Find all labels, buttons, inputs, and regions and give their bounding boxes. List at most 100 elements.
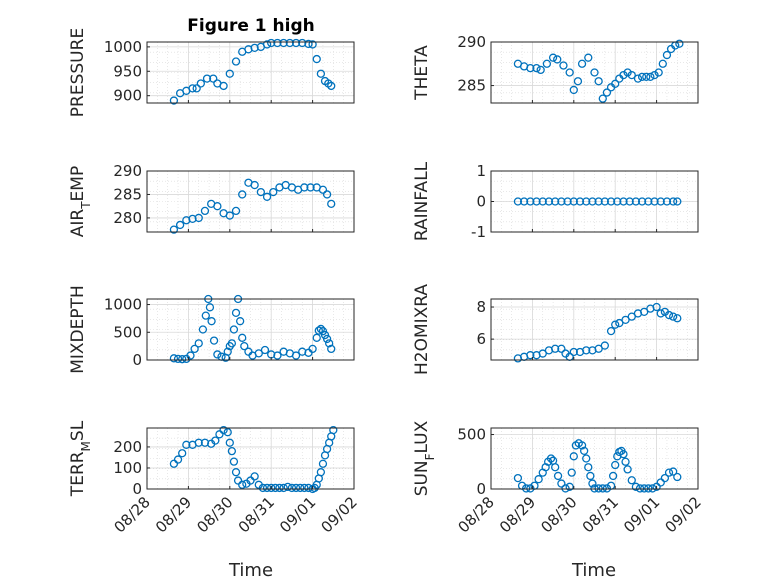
data-point <box>662 197 672 206</box>
data-point <box>664 310 674 320</box>
data-point <box>231 57 241 66</box>
data-point <box>526 63 535 73</box>
data-point <box>553 471 563 481</box>
data-point <box>542 59 552 68</box>
data-point <box>225 438 234 447</box>
data-point <box>600 341 609 350</box>
data-point <box>582 197 591 206</box>
data-point <box>225 211 234 220</box>
data-point <box>675 39 684 48</box>
subplot-mixdepth: 0 500 1000 MIXDEPTH <box>68 285 355 374</box>
data-point <box>611 460 620 470</box>
data-point <box>300 483 309 493</box>
data-series <box>513 302 682 363</box>
data-point <box>207 317 216 326</box>
data-point <box>660 473 670 483</box>
data-point <box>621 315 630 325</box>
data-point <box>316 69 326 78</box>
axes-box <box>146 170 355 233</box>
data-point <box>559 61 568 70</box>
y-tick-label: 290 <box>113 162 142 180</box>
data-point <box>327 344 336 354</box>
data-point <box>631 197 641 206</box>
data-point <box>175 220 185 230</box>
data-point <box>192 84 201 93</box>
data-point <box>279 38 288 48</box>
data-point <box>238 333 247 342</box>
data-point <box>322 334 332 344</box>
data-point <box>169 225 179 234</box>
data-point <box>602 88 612 97</box>
data-point <box>577 59 587 68</box>
data-point <box>227 446 237 456</box>
y-tick-label: 285 <box>113 185 142 203</box>
y-tick-label: 500 <box>457 426 486 444</box>
data-point <box>551 463 560 472</box>
data-point <box>229 457 239 466</box>
data-point <box>631 482 641 491</box>
data-point <box>327 81 336 91</box>
data-point <box>588 479 597 488</box>
data-point <box>169 459 179 468</box>
data-point <box>656 478 665 487</box>
y-axis-label: PRESSURE <box>68 28 88 117</box>
data-point <box>178 355 187 364</box>
data-point <box>606 326 616 336</box>
data-point <box>298 347 307 356</box>
data-point <box>588 197 597 206</box>
data-point <box>536 65 545 75</box>
data-point <box>304 39 313 49</box>
data-point <box>519 197 529 206</box>
y-tick-label: 1000 <box>104 296 142 314</box>
data-point <box>650 197 659 206</box>
data-point <box>173 354 183 364</box>
data-point <box>231 308 241 318</box>
data-point <box>271 483 280 493</box>
data-point <box>215 430 224 439</box>
data-point <box>298 38 307 48</box>
data-point <box>544 197 554 206</box>
data-point <box>654 68 663 77</box>
y-tick-label: 1000 <box>104 38 142 56</box>
data-point <box>229 325 239 334</box>
y-tick-label: 0 <box>476 480 486 498</box>
data-point <box>205 303 215 312</box>
subplot-pressure: 900 950 1000 PRESSURE <box>68 28 355 117</box>
data-point <box>532 197 541 206</box>
data-point <box>269 187 278 197</box>
data-point <box>201 311 210 320</box>
data-point <box>613 197 622 206</box>
data-point <box>227 339 237 348</box>
data-point <box>291 483 301 493</box>
data-point <box>553 55 562 64</box>
x-axis-label-left: Time <box>228 560 273 581</box>
data-series <box>169 178 336 234</box>
data-point <box>664 468 674 477</box>
data-point <box>611 79 620 88</box>
data-point <box>569 452 578 461</box>
data-point <box>213 350 222 359</box>
data-point <box>223 428 232 437</box>
data-point <box>598 94 607 103</box>
data-point <box>329 425 338 435</box>
data-point <box>669 312 678 321</box>
data-point <box>627 70 636 80</box>
data-point <box>615 318 624 328</box>
y-tick-label: 900 <box>113 87 142 105</box>
data-point <box>262 192 272 201</box>
data-point <box>567 468 576 477</box>
data-point <box>534 475 543 484</box>
data-point <box>590 484 599 493</box>
data-point <box>532 63 541 73</box>
data-point <box>627 312 636 321</box>
data-point <box>526 484 535 493</box>
data-point <box>322 190 332 199</box>
data-point <box>300 183 309 192</box>
data-point <box>573 77 583 86</box>
data-point <box>669 197 678 206</box>
data-point <box>569 85 578 95</box>
data-point <box>644 484 653 493</box>
data-point <box>256 187 266 197</box>
data-point <box>308 40 317 49</box>
data-point <box>584 53 593 62</box>
